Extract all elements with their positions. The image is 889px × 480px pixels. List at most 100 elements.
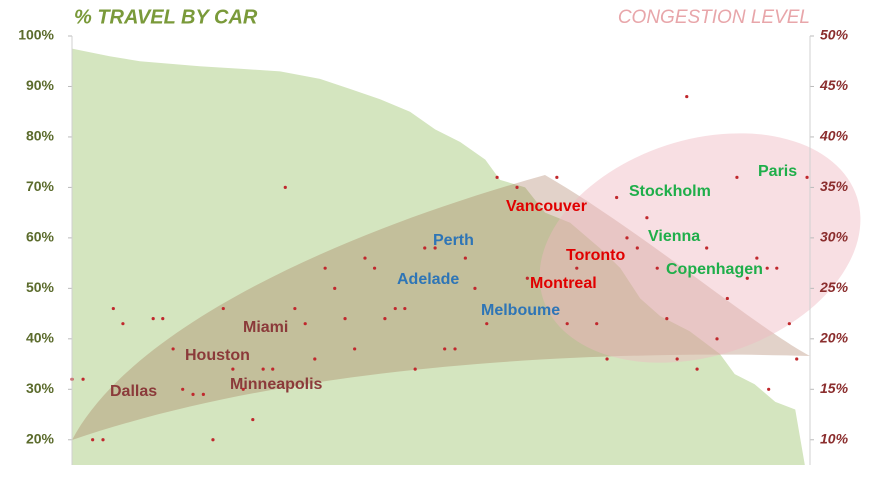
city-label: Perth xyxy=(433,232,474,249)
cluster-blob xyxy=(72,175,810,440)
y2-axis-title: CONGESTION LEVEL xyxy=(618,7,810,28)
y2-tick-label: 45% xyxy=(819,77,849,93)
congestion-point xyxy=(171,347,175,351)
city-label: Dallas xyxy=(110,383,157,400)
congestion-point xyxy=(775,266,779,270)
city-label: Paris xyxy=(758,163,797,180)
y2-tick-label: 35% xyxy=(820,178,849,194)
congestion-point xyxy=(595,322,599,326)
congestion-point xyxy=(615,195,619,200)
y-tick-label: 70% xyxy=(26,178,55,194)
y-tick-label: 100% xyxy=(18,27,54,43)
congestion-point xyxy=(181,387,185,391)
congestion-point xyxy=(251,417,255,422)
congestion-point xyxy=(293,306,297,311)
congestion-point xyxy=(645,216,649,220)
y-tick-label: 50% xyxy=(26,279,55,295)
congestion-point xyxy=(151,317,155,321)
congestion-point xyxy=(787,322,791,326)
congestion-point xyxy=(767,387,771,391)
congestion-point xyxy=(605,357,609,361)
y2-tick-label: 30% xyxy=(820,229,849,245)
congestion-point xyxy=(755,256,759,260)
y-tick-label: 20% xyxy=(26,430,55,446)
congestion-point xyxy=(485,322,489,326)
congestion-point xyxy=(313,357,317,361)
congestion-point xyxy=(495,175,499,179)
y2-tick-label: 40% xyxy=(819,128,849,144)
car-share-area xyxy=(72,48,805,465)
congestion-point xyxy=(261,367,265,371)
y2-tick-label: 25% xyxy=(819,279,849,295)
congestion-point xyxy=(323,266,327,270)
y2-tick-label: 10% xyxy=(820,430,849,446)
congestion-point xyxy=(303,322,307,326)
city-label: Adelade xyxy=(397,271,459,288)
congestion-point xyxy=(473,286,477,290)
congestion-point xyxy=(685,94,689,99)
city-label: Minneapolis xyxy=(230,376,323,393)
mark-layer xyxy=(70,94,809,442)
y-axis-title: % TRAVEL BY CAR xyxy=(74,6,258,28)
congestion-point xyxy=(241,387,245,391)
congestion-point xyxy=(705,246,709,250)
area-layer xyxy=(72,48,805,465)
congestion-point xyxy=(343,317,347,321)
congestion-point xyxy=(91,438,95,442)
congestion-point xyxy=(555,175,559,179)
congestion-point xyxy=(635,246,639,250)
congestion-point xyxy=(625,236,629,240)
congestion-point xyxy=(565,322,569,326)
y2-tick-label: 20% xyxy=(819,330,849,346)
congestion-point xyxy=(283,185,287,190)
congestion-point xyxy=(675,357,679,361)
city-label: Melboume xyxy=(481,302,560,319)
congestion-point xyxy=(525,276,529,280)
congestion-point xyxy=(211,438,215,442)
congestion-point xyxy=(121,322,125,326)
congestion-point xyxy=(111,306,115,311)
congestion-point xyxy=(201,392,205,396)
y-tick-label: 90% xyxy=(26,77,55,93)
congestion-point xyxy=(765,266,769,270)
congestion-point xyxy=(655,266,659,270)
congestion-point xyxy=(795,357,799,361)
congestion-point xyxy=(413,367,417,371)
congestion-point xyxy=(403,306,407,311)
y-tick-label: 30% xyxy=(26,380,55,396)
congestion-point xyxy=(333,286,337,290)
cluster-ellipse xyxy=(539,133,861,363)
congestion-point xyxy=(221,306,225,311)
city-label: Vancouver xyxy=(506,198,587,215)
congestion-point xyxy=(725,296,729,301)
city-label: Vienna xyxy=(648,228,700,245)
congestion-point xyxy=(81,377,85,381)
y2-tick-label: 15% xyxy=(820,380,849,396)
congestion-point xyxy=(453,347,457,351)
congestion-point xyxy=(715,337,719,341)
congestion-point xyxy=(363,256,367,260)
congestion-point xyxy=(695,367,699,371)
congestion-point xyxy=(423,246,427,250)
y-tick-label: 60% xyxy=(26,229,55,245)
congestion-point xyxy=(271,367,275,371)
congestion-point xyxy=(463,256,467,260)
city-label: Montreal xyxy=(530,275,597,292)
congestion-point xyxy=(433,246,437,250)
city-label: Miami xyxy=(243,319,288,336)
y-tick-label: 40% xyxy=(26,330,55,346)
congestion-point xyxy=(372,266,377,270)
congestion-point xyxy=(735,175,739,179)
congestion-point xyxy=(393,306,397,311)
congestion-point xyxy=(101,438,105,442)
congestion-point xyxy=(383,317,387,321)
city-label: Houston xyxy=(185,347,250,364)
congestion-point xyxy=(805,175,809,179)
city-label: Toronto xyxy=(566,247,625,264)
y-tick-label: 80% xyxy=(26,128,55,144)
city-label: Stockholm xyxy=(629,183,711,200)
congestion-point xyxy=(665,317,669,321)
congestion-point xyxy=(745,276,749,280)
y2-tick-label: 50% xyxy=(820,27,849,43)
